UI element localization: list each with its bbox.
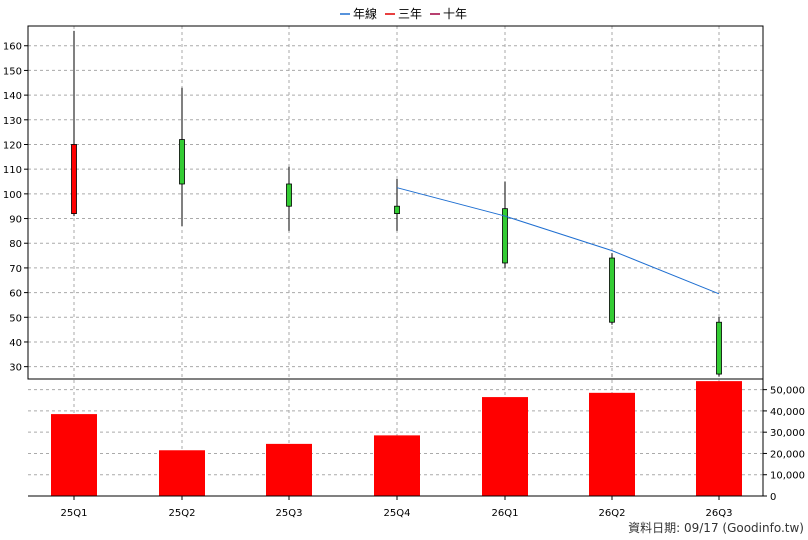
- legend-label: 十年: [443, 7, 467, 21]
- candle-body: [716, 321, 722, 375]
- volume-bar: [482, 397, 528, 496]
- price-tick-label: 110: [3, 165, 22, 176]
- volume-tick-label: 0: [770, 492, 776, 503]
- legend-label: 年線: [353, 6, 377, 21]
- price-tick-label: 130: [3, 116, 22, 127]
- grid-lines: [28, 26, 763, 496]
- price-tick-label: 60: [9, 289, 22, 300]
- chart-legend: 年線 三年 十年: [340, 6, 467, 21]
- volume-bar: [696, 381, 742, 496]
- candle-body: [71, 144, 77, 215]
- price-tick-label: 160: [3, 42, 22, 53]
- volume-bar: [589, 392, 635, 496]
- price-tick-label: 120: [3, 140, 22, 151]
- candle-body: [502, 208, 508, 264]
- price-tick-label: 100: [3, 190, 22, 201]
- tick-labels: 30 40 50 60 70 80 90 100 110 120 130 140 150 160 0 10,0…: [3, 42, 805, 519]
- volume-tick-label: 30,000: [770, 428, 805, 439]
- category-label: 26Q3: [706, 508, 733, 519]
- candle-body: [609, 257, 615, 323]
- volume-tick-label: 10,000: [770, 471, 805, 482]
- annual-line: [396, 187, 720, 295]
- volume-tick-label: 40,000: [770, 407, 805, 418]
- category-label: 25Q4: [384, 508, 411, 519]
- price-tick-label: 30: [9, 363, 22, 374]
- volume-bar: [266, 443, 312, 496]
- category-label: 25Q2: [169, 508, 196, 519]
- data-source-label: 資料日期: 09/17 (Goodinfo.tw): [628, 521, 804, 535]
- category-label: 25Q3: [276, 508, 303, 519]
- category-label: 26Q1: [492, 508, 519, 519]
- price-tick-label: 140: [3, 91, 22, 102]
- category-label: 25Q1: [61, 508, 88, 519]
- annual-line-series: [396, 187, 720, 295]
- volume-bars: [51, 381, 742, 496]
- legend-label: 三年: [398, 7, 422, 21]
- price-tick-label: 90: [9, 215, 22, 226]
- volume-bar: [374, 435, 420, 496]
- candle-body: [394, 205, 400, 215]
- price-tick-label: 150: [3, 66, 22, 77]
- candle-body: [179, 139, 185, 185]
- price-tick-label: 80: [9, 239, 22, 250]
- price-panel-frame: [27, 25, 764, 380]
- price-tick-label: 40: [9, 338, 22, 349]
- price-tick-label: 70: [9, 264, 22, 275]
- category-label: 26Q2: [599, 508, 626, 519]
- volume-bar: [159, 450, 205, 496]
- volume-tick-label: 20,000: [770, 449, 805, 460]
- price-tick-label: 50: [9, 313, 22, 324]
- axes: [24, 25, 767, 500]
- candlestick-series: [71, 30, 722, 377]
- candle-body: [286, 183, 292, 207]
- volume-tick-label: 50,000: [770, 386, 805, 397]
- volume-bar: [51, 414, 97, 496]
